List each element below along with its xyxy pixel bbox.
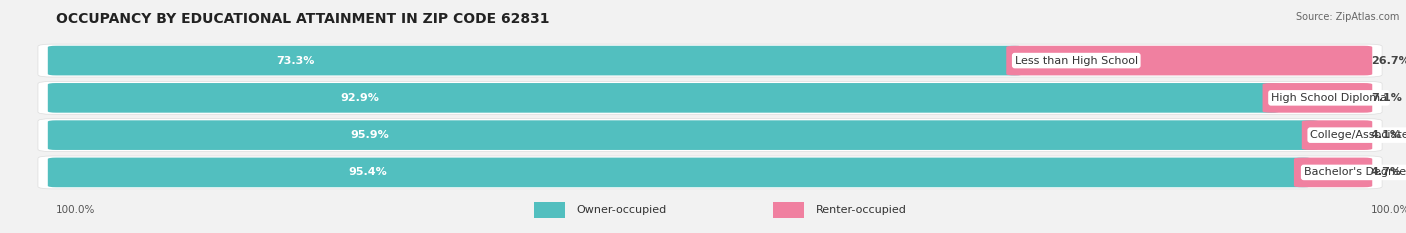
FancyBboxPatch shape [38,81,1382,114]
Text: 100.0%: 100.0% [1371,205,1406,215]
FancyBboxPatch shape [1263,83,1372,113]
Text: Owner-occupied: Owner-occupied [576,205,666,215]
Text: 95.9%: 95.9% [350,130,389,140]
Text: OCCUPANCY BY EDUCATIONAL ATTAINMENT IN ZIP CODE 62831: OCCUPANCY BY EDUCATIONAL ATTAINMENT IN Z… [56,12,550,26]
FancyBboxPatch shape [38,44,1382,77]
Text: Bachelor's Degree or higher: Bachelor's Degree or higher [1303,168,1406,177]
Text: 73.3%: 73.3% [277,56,315,65]
FancyBboxPatch shape [1302,120,1372,150]
Text: 4.7%: 4.7% [1371,168,1402,177]
Text: 100.0%: 100.0% [56,205,96,215]
FancyBboxPatch shape [1007,46,1372,75]
Text: Source: ZipAtlas.com: Source: ZipAtlas.com [1295,12,1399,22]
FancyBboxPatch shape [773,202,804,218]
Text: 95.4%: 95.4% [349,168,388,177]
FancyBboxPatch shape [534,202,565,218]
FancyBboxPatch shape [48,120,1319,150]
FancyBboxPatch shape [38,156,1382,189]
FancyBboxPatch shape [48,46,1024,75]
Text: High School Diploma: High School Diploma [1271,93,1386,103]
Text: Renter-occupied: Renter-occupied [815,205,907,215]
Text: 7.1%: 7.1% [1371,93,1402,103]
Text: Less than High School: Less than High School [1015,56,1137,65]
Text: College/Associate Degree: College/Associate Degree [1310,130,1406,140]
Text: 26.7%: 26.7% [1371,56,1406,65]
FancyBboxPatch shape [38,119,1382,152]
Text: 92.9%: 92.9% [340,93,380,103]
Text: 4.1%: 4.1% [1371,130,1402,140]
FancyBboxPatch shape [48,83,1279,113]
FancyBboxPatch shape [1294,158,1372,187]
FancyBboxPatch shape [48,158,1312,187]
